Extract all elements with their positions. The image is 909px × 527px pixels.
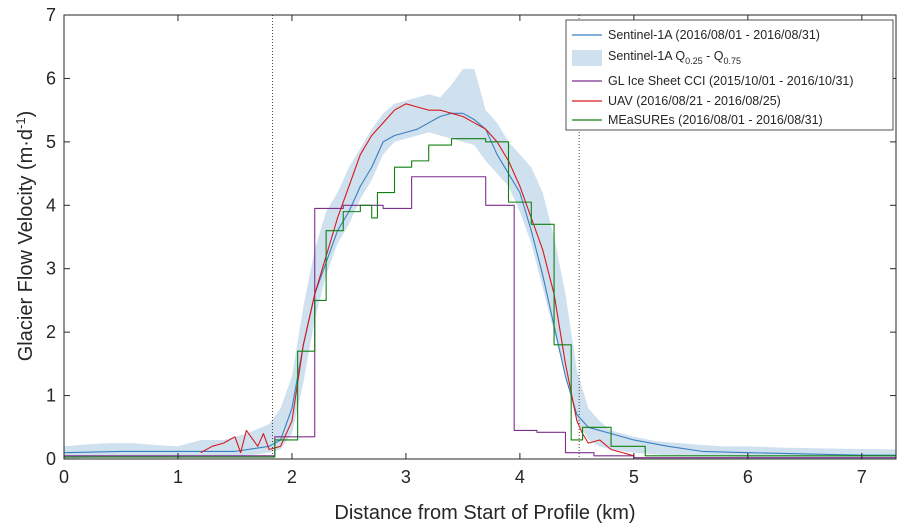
legend: Sentinel-1A (2016/08/01 - 2016/08/31) Sen… [565, 19, 894, 131]
legend-label: MEaSUREs (2016/08/01 - 2016/08/31) [608, 113, 823, 127]
axes-frame [63, 14, 897, 460]
plot-inner [64, 15, 896, 459]
y-tick-label: 7 [46, 5, 56, 25]
x-tick-label: 3 [401, 467, 411, 487]
legend-label: UAV (2016/08/21 - 2016/08/25) [608, 94, 781, 108]
x-tick-label: 5 [629, 467, 639, 487]
x-tick-label: 1 [173, 467, 183, 487]
series-line-4 [64, 138, 896, 458]
legend-label: GL Ice Sheet CCI (2015/10/01 - 2016/10/3… [608, 74, 854, 88]
y-axis-label: Glacier Flow Velocity (m·d-1) [13, 111, 37, 362]
y-tick-label: 3 [46, 259, 56, 279]
y-tick-label: 1 [46, 386, 56, 406]
legend-label: Sentinel-1A (2016/08/01 - 2016/08/31) [608, 28, 820, 42]
x-tick-label: 7 [857, 467, 867, 487]
legend-label-band: Sentinel-1A Q0.25 - Q0.75 [608, 49, 741, 66]
x-tick-label: 6 [743, 467, 753, 487]
y-tick-label: 2 [46, 322, 56, 342]
series-line-3 [200, 103, 635, 457]
legend-box [565, 19, 894, 131]
y-tick-label: 0 [46, 449, 56, 469]
series-line-1 [64, 112, 896, 456]
series-line-2 [64, 176, 896, 459]
plot-area [64, 15, 896, 459]
x-tick-label: 2 [287, 467, 297, 487]
y-tick-label: 6 [46, 68, 56, 88]
y-tick-label: 5 [46, 132, 56, 152]
y-tick-label: 4 [46, 195, 56, 215]
x-tick-label: 4 [515, 467, 525, 487]
legend-swatch-band [572, 50, 602, 66]
x-axis-label: Distance from Start of Profile (km) [334, 502, 635, 524]
quantile-band [64, 68, 896, 459]
x-tick-label: 0 [59, 467, 69, 487]
